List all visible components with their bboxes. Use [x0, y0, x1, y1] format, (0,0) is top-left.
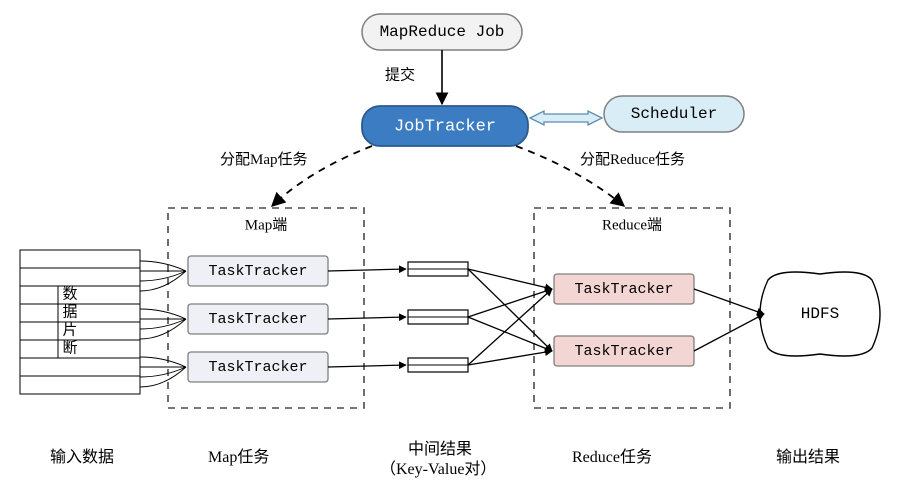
interm-to-reduce-arrow: [468, 269, 552, 289]
data-stack-label-char: 片: [62, 321, 77, 338]
map-tasktracker-label: TaskTracker: [208, 311, 307, 328]
data-slice: [20, 268, 140, 286]
data-to-map-edge: [140, 271, 186, 281]
data-to-map-edge: [140, 261, 186, 271]
hdfs-label: HDFS: [801, 305, 839, 323]
footer-label: 输出结果: [776, 448, 840, 466]
mapreduce-job-label: MapReduce Job: [380, 23, 505, 41]
footer-label: （Key-Value对）: [380, 460, 496, 478]
interm-to-reduce-arrow: [468, 269, 552, 351]
map-tasktracker-label: TaskTracker: [208, 359, 307, 376]
data-stack-label-char: 据: [62, 303, 77, 320]
data-stack-label-char: 数: [62, 285, 77, 302]
scheduler-label: Scheduler: [631, 105, 717, 123]
data-to-map-edge: [140, 309, 186, 319]
data-slice: [20, 358, 140, 376]
map-stage-label: Map端: [245, 216, 288, 233]
data-to-map-edge: [140, 357, 186, 367]
reduce-stage-label: Reduce端: [602, 216, 662, 233]
data-slice: [20, 376, 140, 394]
data-slice: [20, 304, 140, 322]
reduce-tasktracker-label: TaskTracker: [574, 281, 673, 298]
data-to-map-edge: [140, 367, 186, 377]
footer-label: Reduce任务: [572, 448, 652, 466]
footer-label: 中间结果: [408, 440, 472, 458]
interm-to-reduce-arrow: [468, 317, 552, 351]
footer-label: Map任务: [208, 448, 269, 466]
map-to-interm-arrow: [328, 317, 406, 319]
data-slice: [20, 250, 140, 268]
assign-map-label: 分配Map任务: [220, 151, 308, 168]
data-stack-label-char: 断: [62, 339, 77, 356]
map-tasktracker-label: TaskTracker: [208, 263, 307, 280]
reduce-to-hdfs-arrow: [694, 289, 764, 314]
submit-label: 提交: [385, 65, 415, 83]
interm-to-reduce-arrow: [468, 289, 552, 317]
data-slice: [20, 286, 140, 304]
map-to-interm-arrow: [328, 269, 406, 271]
data-slice: [20, 340, 140, 358]
data-to-map-edge: [140, 319, 186, 329]
data-slice: [20, 322, 140, 340]
assign-reduce-label: 分配Reduce任务: [580, 151, 685, 168]
reduce-tasktracker-label: TaskTracker: [574, 343, 673, 360]
reduce-stage-box: [534, 208, 730, 408]
reduce-to-hdfs-arrow: [694, 314, 764, 351]
jobtracker-label: JobTracker: [394, 117, 496, 136]
map-to-interm-arrow: [328, 365, 406, 367]
jobtracker-scheduler-bidir-arrow: [530, 111, 602, 125]
footer-label: 输入数据: [50, 448, 114, 466]
